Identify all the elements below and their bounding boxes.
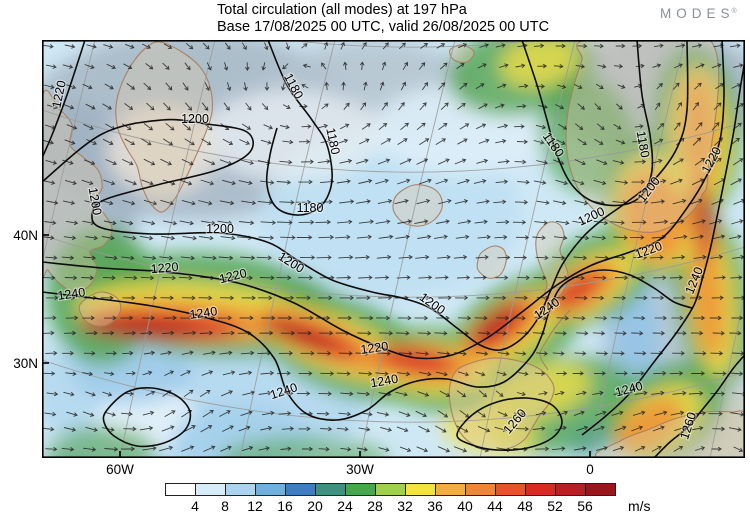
colorbar-cell xyxy=(345,484,375,495)
contour-label: 1180 xyxy=(634,130,652,159)
colorbar-tick-label: 8 xyxy=(221,498,229,514)
registered-mark: ® xyxy=(731,7,737,15)
contour-line-1180 xyxy=(521,40,654,207)
colorbar-cell xyxy=(285,484,315,495)
y-tick-30N: 30N xyxy=(13,356,38,371)
colorbar-cell xyxy=(315,484,345,495)
colorbar-tick-label: 32 xyxy=(397,498,413,514)
colorbar-cell xyxy=(465,484,495,495)
colorbar-cell xyxy=(525,484,555,495)
colorbar-tick-label: 16 xyxy=(277,498,293,514)
x-tick-0: 0 xyxy=(586,462,594,477)
colorbar-tick-label: 28 xyxy=(367,498,383,514)
colorbar-cell xyxy=(585,484,615,495)
colorbar-cell xyxy=(166,484,195,495)
chart-title-block: Total circulation (all modes) at 197 hPa… xyxy=(217,2,549,35)
colorbar-cell xyxy=(255,484,285,495)
colorbar-tick-label: 52 xyxy=(547,498,563,514)
contour-label: 1240 xyxy=(369,372,399,391)
colorbar-tick-label: 24 xyxy=(337,498,353,514)
contour-line-1220 xyxy=(42,40,86,159)
colorbar-cell xyxy=(435,484,465,495)
colorbar-tick-label: 48 xyxy=(517,498,533,514)
map-canvas: 1220 1200 1180 1180 1180 1200 1200 1200 1220 1220… xyxy=(42,40,746,458)
colorbar-tick-label: 44 xyxy=(487,498,503,514)
colorbar-cell xyxy=(225,484,255,495)
colorbar-tick-label: 4 xyxy=(191,498,199,514)
contour-line-1220 xyxy=(42,40,725,360)
colorbar-tick-label: 12 xyxy=(247,498,263,514)
colorbar-tick-label: 36 xyxy=(427,498,443,514)
colorbar-cell xyxy=(405,484,435,495)
contour-label: 1200 xyxy=(86,186,105,216)
contour-label: 1220 xyxy=(360,339,390,357)
contour-label: 1200 xyxy=(206,222,234,236)
contour-line-1240 xyxy=(42,269,693,421)
colorbar-tick-label: 20 xyxy=(307,498,323,514)
contour-label: 1240 xyxy=(57,285,87,303)
contour-line-1200 xyxy=(42,40,689,351)
colorbar-cell xyxy=(375,484,405,495)
colorbar-unit: m/s xyxy=(628,498,651,514)
contour-label: 1220 xyxy=(150,260,179,276)
colorbar xyxy=(165,483,616,496)
contour-line-1240 xyxy=(581,59,745,436)
contour-label: 1200 xyxy=(181,112,209,126)
colorbar-tick-label: 40 xyxy=(457,498,473,514)
contour-line-1260 xyxy=(456,397,563,451)
chart-subtitle: Base 17/08/2025 00 UTC, valid 26/08/2025… xyxy=(217,18,550,35)
y-tick-40N: 40N xyxy=(13,228,38,243)
contour-label: 1240 xyxy=(189,304,219,322)
contour-line-1260 xyxy=(653,354,745,458)
colorbar-cell xyxy=(555,484,585,495)
chart-title: Total circulation (all modes) at 197 hPa xyxy=(217,2,467,18)
contour-label: 1180 xyxy=(323,127,342,156)
colorbar-cell xyxy=(195,484,225,495)
contour-label: 1180 xyxy=(297,201,324,215)
contour-line-1260 xyxy=(102,387,192,448)
colorbar-tick-label: 56 xyxy=(577,498,593,514)
x-tick-60W: 60W xyxy=(106,462,134,477)
colorbar-cell xyxy=(495,484,525,495)
x-tick-30W: 30W xyxy=(346,462,374,477)
contour-line-1180 xyxy=(265,40,333,216)
modes-logo: MODES® xyxy=(660,6,737,21)
